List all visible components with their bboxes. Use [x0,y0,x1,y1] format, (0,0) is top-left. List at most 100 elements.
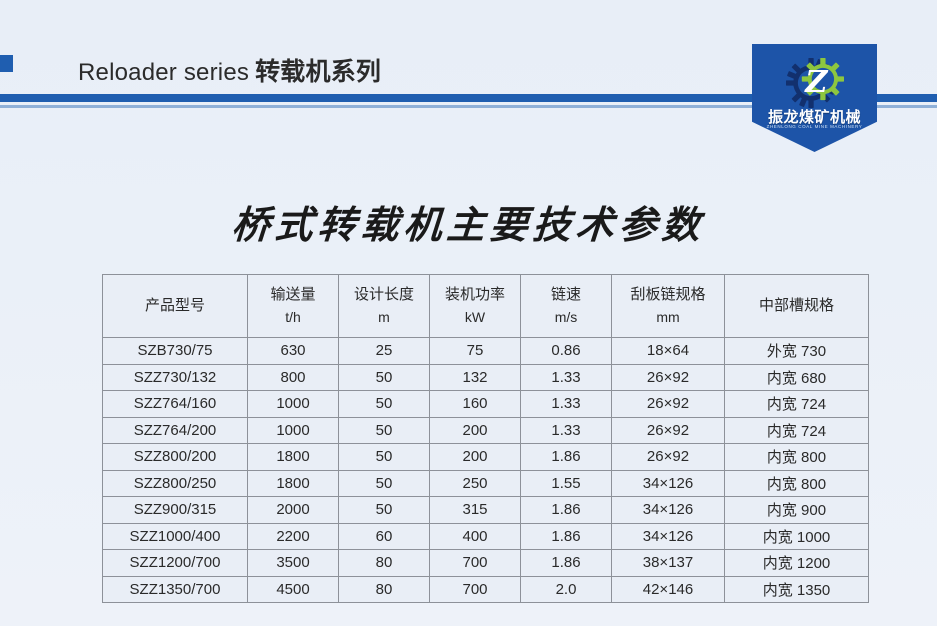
column-header-model: 产品型号 [102,274,248,338]
cell-length: 80 [338,575,430,603]
cell-chain: 26×92 [611,443,725,471]
cell-model: SZZ1200/700 [102,549,248,577]
header-rule-thick [0,94,937,102]
cell-chain: 26×92 [611,390,725,418]
spec-table-container: 产品型号 输送量 t/h 设计长度 m 装机功率 kW 链速 m/s [102,274,869,603]
svg-text:Z: Z [804,65,829,100]
cell-chain: 38×137 [611,549,725,577]
cell-chain: 26×92 [611,363,725,391]
table-header-row: 产品型号 输送量 t/h 设计长度 m 装机功率 kW 链速 m/s [102,274,869,338]
cell-trough: 内宽 800 [724,443,869,471]
column-header-trough-label: 中部槽规格 [758,296,834,314]
cell-trough: 内宽 1000 [724,522,869,550]
cell-power: 700 [429,549,521,577]
column-header-chain: 刮板链规格 mm [611,274,725,338]
column-header-chain-label: 刮板链规格 [630,286,706,304]
cell-speed: 1.86 [520,549,612,577]
cell-speed: 0.86 [520,337,612,365]
cell-chain: 34×126 [611,496,725,524]
cell-model: SZZ1350/700 [102,575,248,603]
logo-company-name-cn: 振龙煤矿机械 [767,109,861,126]
cell-capacity: 2200 [247,522,339,550]
cell-chain: 26×92 [611,416,725,444]
cell-model: SZZ800/200 [102,443,248,471]
table-body: SZB730/75 630 25 75 0.86 18×64 外宽 730 SZZ730/13… [102,337,869,603]
cell-trough: 内宽 1200 [724,549,869,577]
cell-length: 50 [338,443,430,471]
column-header-length-unit: m [378,308,390,325]
cell-length: 50 [338,469,430,497]
cell-chain: 42×146 [611,575,725,603]
spec-table: 产品型号 输送量 t/h 设计长度 m 装机功率 kW 链速 m/s [102,274,869,603]
cell-speed: 1.33 [520,363,612,391]
cell-model: SZZ800/250 [102,469,248,497]
header-square-mark-icon [0,55,13,72]
table-row: SZB730/75 630 25 75 0.86 18×64 外宽 730 [102,337,869,365]
cell-capacity: 1000 [247,416,339,444]
cell-power: 400 [429,522,521,550]
cell-speed: 1.86 [520,443,612,471]
cell-capacity: 3500 [247,549,339,577]
table-row: SZZ900/315 2000 50 315 1.86 34×126 内宽 900 [102,496,869,524]
cell-model: SZZ764/160 [102,390,248,418]
cell-trough: 内宽 724 [724,416,869,444]
header-title-en: Reloader series [78,59,250,86]
cell-trough: 内宽 900 [724,496,869,524]
column-header-capacity-unit: t/h [285,308,301,325]
cell-length: 50 [338,496,430,524]
table-row: SZZ800/200 1800 50 200 1.86 26×92 内宽 800 [102,443,869,471]
cell-trough: 内宽 724 [724,390,869,418]
cell-chain: 34×126 [611,522,725,550]
column-header-capacity-label: 输送量 [270,286,316,304]
cell-chain: 18×64 [611,337,725,365]
cell-power: 250 [429,469,521,497]
cell-length: 50 [338,416,430,444]
cell-capacity: 1000 [247,390,339,418]
header-title-cn: 转载机系列 [255,58,382,86]
cell-model: SZZ1000/400 [102,522,248,550]
cell-trough: 内宽 800 [724,469,869,497]
cell-length: 60 [338,522,430,550]
cell-length: 25 [338,337,430,365]
cell-trough: 外宽 730 [724,337,869,365]
cell-speed: 1.86 [520,522,612,550]
page-header: Reloader series 转载机系列 [0,0,937,155]
cell-power: 200 [429,443,521,471]
header-rule-thin [0,105,937,108]
cell-model: SZZ900/315 [102,496,248,524]
table-row: SZZ730/132 800 50 132 1.33 26×92 内宽 680 [102,363,869,391]
gear-z-icon: Z [786,57,844,109]
table-row: SZZ800/250 1800 50 250 1.55 34×126 内宽 800 [102,469,869,497]
cell-speed: 1.33 [520,416,612,444]
column-header-power: 装机功率 kW [429,274,521,338]
cell-capacity: 1800 [247,469,339,497]
cell-power: 75 [429,337,521,365]
cell-length: 50 [338,390,430,418]
cell-chain: 34×126 [611,469,725,497]
cell-model: SZB730/75 [102,337,248,365]
cell-power: 700 [429,575,521,603]
cell-capacity: 1800 [247,443,339,471]
cell-capacity: 4500 [247,575,339,603]
cell-power: 160 [429,390,521,418]
table-row: SZZ1200/700 3500 80 700 1.86 38×137 内宽 1200 [102,549,869,577]
cell-speed: 1.86 [520,496,612,524]
logo-company-name-en: ZHENLONG COAL MINE MACHINERY [766,123,863,130]
cell-speed: 1.33 [520,390,612,418]
column-header-speed-unit: m/s [554,308,578,325]
cell-capacity: 2000 [247,496,339,524]
cell-power: 132 [429,363,521,391]
column-header-speed: 链速 m/s [520,274,612,338]
column-header-length-label: 设计长度 [353,286,414,304]
column-header-trough: 中部槽规格 [724,274,869,338]
column-header-power-label: 装机功率 [444,286,505,304]
cell-trough: 内宽 1350 [724,575,869,603]
column-header-capacity: 输送量 t/h [247,274,339,338]
cell-speed: 1.55 [520,469,612,497]
cell-trough: 内宽 680 [724,363,869,391]
company-logo: Z 振龙煤矿机械 ZHENLONG COAL MINE MACHINERY [752,44,877,152]
cell-model: SZZ730/132 [102,363,248,391]
column-header-speed-label: 链速 [550,286,581,304]
cell-length: 50 [338,363,430,391]
page-title: 桥式转载机主要技术参数 [230,202,707,247]
